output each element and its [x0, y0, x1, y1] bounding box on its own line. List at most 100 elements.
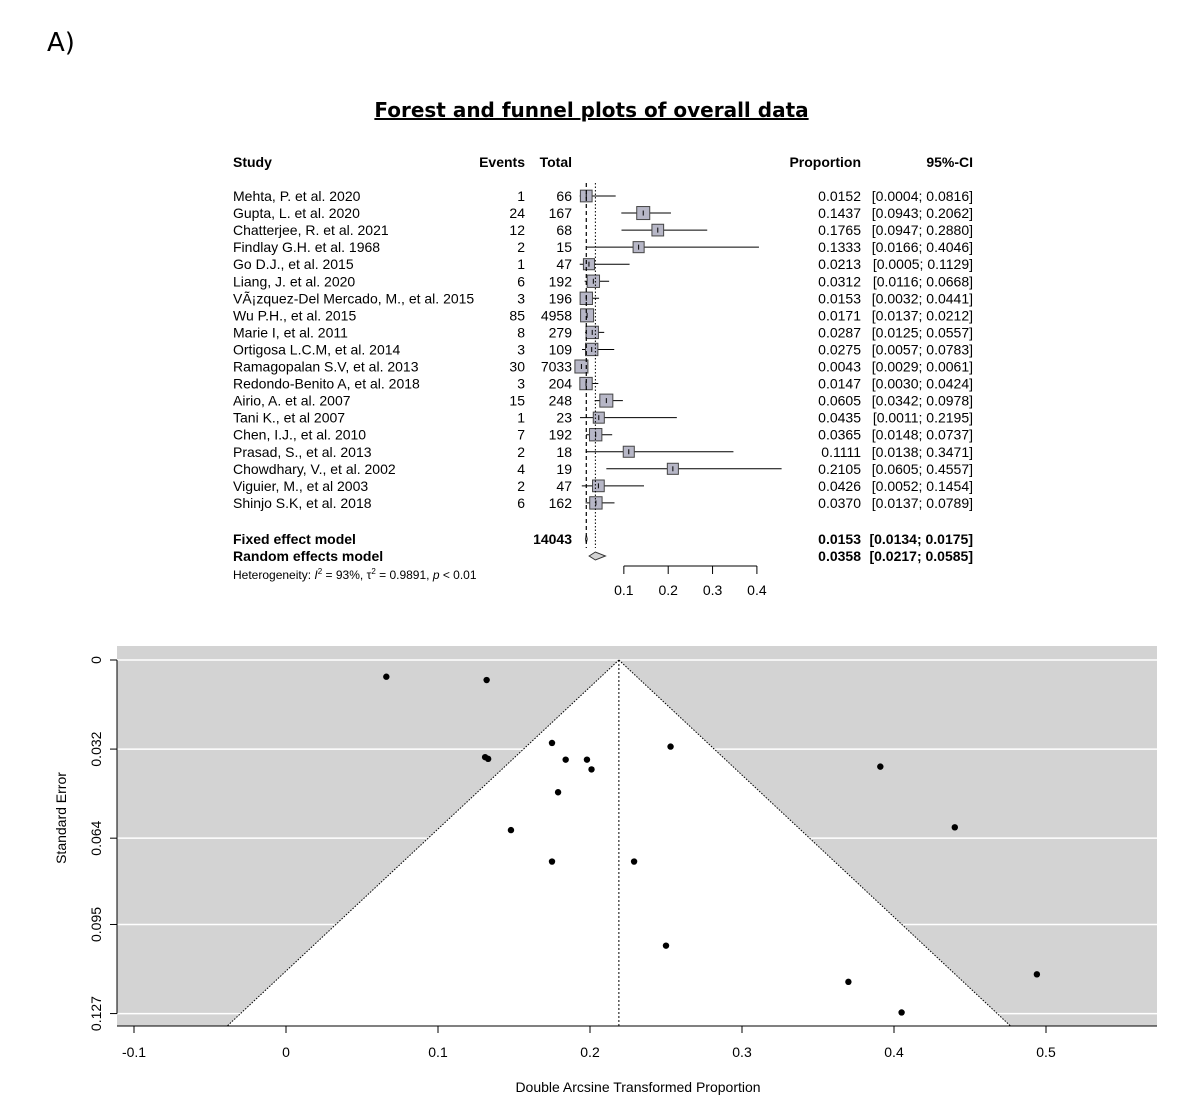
study-name: Chowdhary, V., et al. 2002: [233, 461, 396, 477]
panel-label: A): [47, 28, 75, 58]
funnel-x-tick-label: 0.1: [428, 1044, 448, 1060]
study-name: Mehta, P. et al. 2020: [233, 188, 361, 204]
study-events: 2: [517, 239, 525, 255]
study-total: 15: [556, 239, 572, 255]
study-total: 109: [549, 341, 573, 357]
study-ci: [0.0125; 0.0557]: [872, 324, 973, 340]
study-proportion: 0.0365: [818, 427, 861, 443]
study-total: 196: [549, 290, 573, 306]
funnel-point: [662, 942, 670, 949]
forest-x-tick-label: 0.2: [658, 582, 678, 598]
forest-plot: Study Events Total Proportion 95%-CI Meh…: [233, 154, 973, 598]
study-events: 8: [517, 324, 525, 340]
funnel-point: [630, 858, 638, 865]
study-proportion: 0.0370: [818, 495, 861, 511]
forest-x-tick-label: 0.4: [747, 582, 767, 598]
funnel-point: [484, 755, 492, 763]
funnel-x-tick-label: 0.2: [580, 1044, 600, 1060]
study-events: 12: [509, 222, 525, 238]
study-ci: [0.0342; 0.0978]: [872, 393, 973, 409]
study-events: 3: [517, 376, 525, 392]
study-ci: [0.0947; 0.2880]: [872, 222, 973, 238]
summary-proportion: 0.0153: [818, 531, 861, 547]
study-events: 6: [517, 495, 525, 511]
study-proportion: 0.0605: [818, 393, 861, 409]
study-name: Wu P.H., et al. 2015: [233, 307, 356, 323]
funnel-point: [481, 753, 489, 761]
study-name: Chen, I.J., et al. 2010: [233, 427, 366, 443]
study-ci: [0.0137; 0.0212]: [872, 307, 973, 323]
forest-x-tick-label: 0.1: [614, 582, 634, 598]
funnel-point: [1033, 971, 1041, 978]
study-total: 7033: [541, 359, 572, 375]
study-ci: [0.0032; 0.0441]: [872, 290, 973, 306]
study-ci: [0.0030; 0.0424]: [872, 376, 973, 392]
funnel-background: [117, 646, 1157, 1026]
funnel-point: [483, 676, 490, 684]
header-ci: 95%-CI: [926, 154, 973, 170]
study-ci: [0.0057; 0.0783]: [872, 341, 973, 357]
summary-proportion: 0.0358: [818, 548, 861, 564]
study-total: 204: [549, 376, 573, 392]
header-total: Total: [540, 154, 572, 170]
study-total: 68: [556, 222, 572, 238]
study-events: 30: [509, 359, 525, 375]
study-ci: [0.0138; 0.3471]: [872, 444, 973, 460]
study-ci: [0.0148; 0.0737]: [872, 427, 973, 443]
study-proportion: 0.0312: [818, 273, 861, 289]
study-proportion: 0.0426: [818, 478, 861, 494]
study-total: 47: [556, 478, 572, 494]
study-proportion: 0.0153: [818, 290, 861, 306]
study-ci: [0.0116; 0.0668]: [873, 273, 973, 289]
study-total: 167: [549, 205, 573, 221]
study-name: Findlay G.H. et al. 1968: [233, 239, 380, 255]
study-proportion: 0.1765: [818, 222, 861, 238]
study-name: Go D.J., et al. 2015: [233, 256, 354, 272]
study-events: 4: [517, 461, 525, 477]
study-events: 1: [517, 188, 525, 204]
study-proportion: 0.0147: [818, 376, 861, 392]
funnel-y-tick-label: 0: [88, 656, 104, 664]
study-name: Marie I, et al. 2011: [233, 324, 348, 340]
study-ci: [0.0052; 0.1454]: [872, 478, 973, 494]
study-total: 192: [549, 273, 573, 289]
study-name: Chatterjee, R. et al. 2021: [233, 222, 389, 238]
header-study: Study: [233, 154, 272, 170]
study-total: 66: [556, 188, 572, 204]
funnel-point: [898, 1009, 905, 1016]
funnel-x-tick-label: -0.1: [122, 1044, 146, 1060]
study-proportion: 0.2105: [818, 461, 861, 477]
funnel-point: [588, 766, 595, 773]
study-total: 248: [549, 393, 573, 409]
study-ci: [0.0943; 0.2062]: [872, 205, 973, 221]
study-events: 85: [509, 307, 525, 323]
study-ci: [0.0005; 0.1129]: [873, 256, 973, 272]
funnel-point: [562, 756, 569, 763]
study-total: 23: [556, 410, 572, 426]
funnel-y-tick-label: 0.127: [88, 996, 104, 1031]
funnel-y-tick-label: 0.095: [88, 907, 104, 942]
study-ci: [0.0605; 0.4557]: [872, 461, 973, 477]
funnel-left-boundary: [226, 659, 620, 1027]
study-total: 279: [549, 324, 573, 340]
funnel-point: [667, 743, 674, 750]
funnel-right-boundary: [618, 659, 1011, 1027]
study-name: Viguier, M., et al 2003: [233, 478, 368, 494]
funnel-x-tick-label: 0.5: [1036, 1044, 1056, 1060]
study-name: Airio, A. et al. 2007: [233, 393, 351, 409]
study-proportion: 0.0213: [818, 256, 861, 272]
funnel-x-tick-label: 0: [282, 1044, 290, 1060]
study-name: Gupta, L. et al. 2020: [233, 205, 360, 221]
summary-name: Fixed effect model: [233, 531, 356, 547]
study-total: 19: [556, 461, 572, 477]
funnel-y-axis-label: Standard Error: [53, 772, 69, 864]
funnel-point: [548, 739, 556, 747]
study-proportion: 0.1333: [818, 239, 861, 255]
study-proportion: 0.0152: [818, 188, 861, 204]
study-name: Prasad, S., et al. 2013: [233, 444, 372, 460]
funnel-point: [507, 826, 515, 834]
study-events: 7: [517, 427, 525, 443]
study-events: 3: [517, 341, 525, 357]
study-name: Redondo-Benito A, et al. 2018: [233, 376, 420, 392]
study-ci: [0.0011; 0.2195]: [873, 410, 973, 426]
